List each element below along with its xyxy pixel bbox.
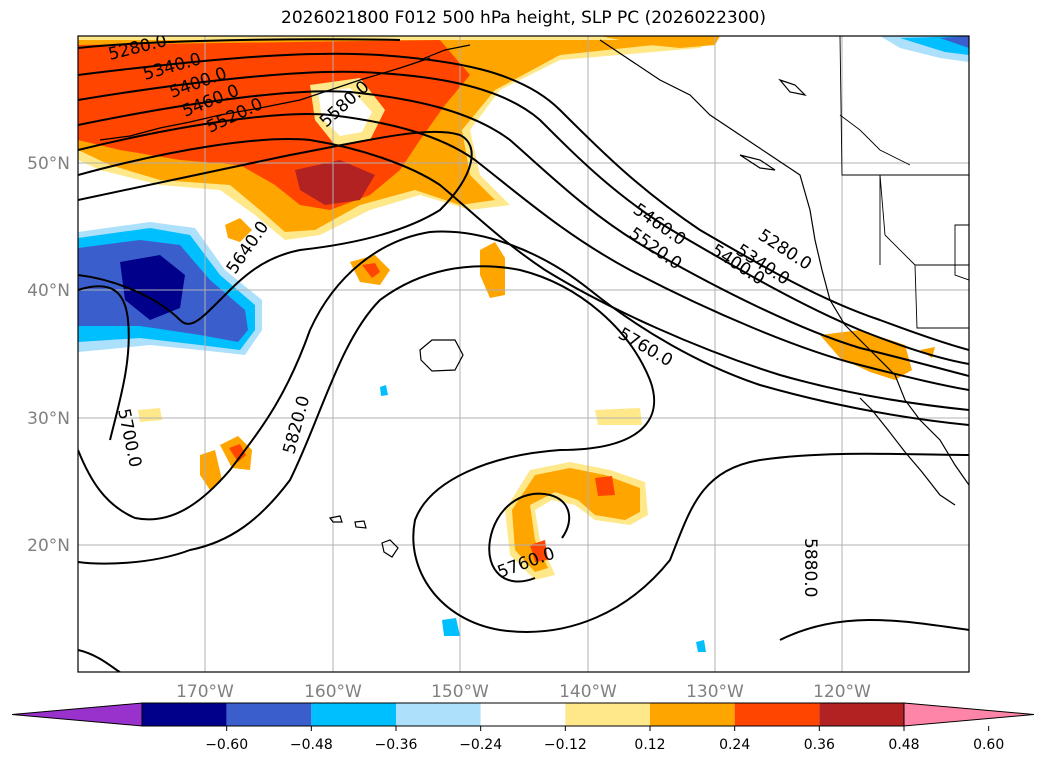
- colorbar-tick-label: −0.12: [544, 737, 587, 753]
- colorbar-segment: [819, 703, 904, 726]
- colorbar-segment: [226, 703, 312, 726]
- graticule: [78, 36, 969, 672]
- colorbar-tick-label: 0.12: [634, 737, 665, 753]
- contour-label: 5880.0: [800, 538, 820, 597]
- colorbar-segment: [396, 703, 481, 726]
- latitude-label: 50°N: [27, 154, 70, 174]
- map-title: 2026021800 F012 500 hPa height, SLP PC (…: [281, 8, 766, 28]
- colorbar-tick-label: 0.24: [719, 737, 750, 753]
- colorbar-segment: [734, 703, 820, 726]
- latitude-label: 40°N: [27, 281, 70, 301]
- colorbar-segment: [650, 703, 735, 726]
- political-borders: [839, 36, 969, 329]
- map-area: 5280.0 5340.0 5400.0 5460.0 5520.0 5580.…: [78, 36, 969, 672]
- colorbar-tick-label: 0.36: [804, 737, 835, 753]
- latitude-axis: 50°N 40°N 30°N 20°N: [27, 154, 70, 556]
- colorbar-tick-label: −0.24: [459, 737, 502, 753]
- height-contours: [78, 38, 969, 672]
- longitude-label: 140°W: [559, 682, 617, 702]
- colorbar-segment: [565, 703, 650, 726]
- longitude-axis: 170°W 160°W 150°W 140°W 130°W 120°W: [176, 682, 871, 702]
- coastlines: [99, 39, 969, 558]
- longitude-label: 130°W: [686, 682, 744, 702]
- longitude-label: 120°W: [813, 682, 871, 702]
- colorbar-segment: [142, 703, 227, 726]
- colorbar-segment: [311, 703, 396, 726]
- colorbar-tick-label: −0.60: [205, 737, 248, 753]
- negative-anomaly-patches-small: [380, 385, 706, 652]
- longitude-label: 160°W: [304, 682, 362, 702]
- colorbar-extend-max: [903, 702, 1035, 727]
- map-frame: [77, 35, 970, 673]
- latitude-label: 30°N: [27, 409, 70, 429]
- colorbar: −0.60 −0.48 −0.36 −0.24 −0.12 0.12 0.24 0.36 0.4…: [11, 702, 1035, 753]
- colorbar-segment: [480, 703, 566, 726]
- colorbar-extend-min: [11, 702, 143, 727]
- latitude-label: 20°N: [27, 536, 70, 556]
- colorbar-tick-label: 0.48: [888, 737, 919, 753]
- longitude-label: 170°W: [176, 682, 234, 702]
- colorbar-tick-label: −0.48: [290, 737, 333, 753]
- colorbar-outline: [141, 702, 905, 727]
- colorbar-tick-label: −0.36: [375, 737, 418, 753]
- longitude-label: 150°W: [431, 682, 489, 702]
- colorbar-tick-label: 0.60: [973, 737, 1004, 753]
